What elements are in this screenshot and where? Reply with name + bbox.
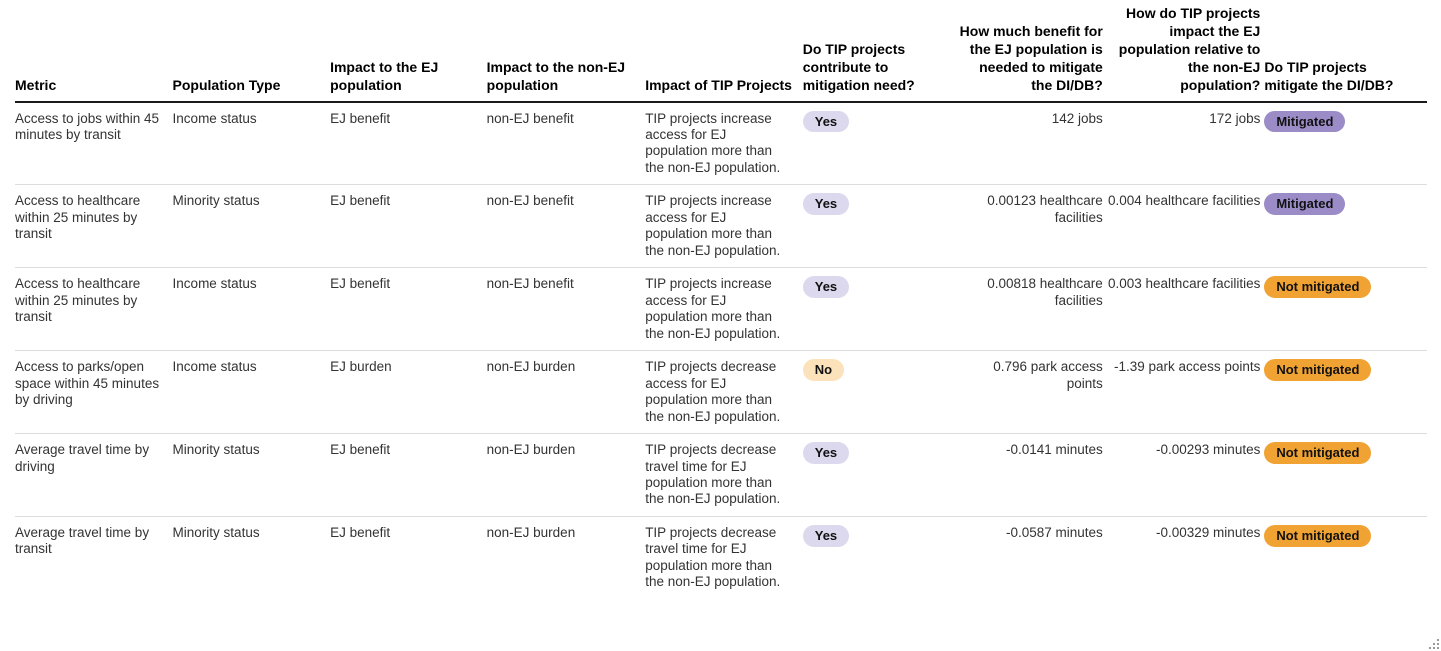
- contributes-badge: Yes: [802, 442, 850, 464]
- mitigation-cell: Mitigated: [1264, 101, 1427, 186]
- mitigation-badge: Not mitigated: [1264, 442, 1372, 464]
- population-type-cell: Minority status: [172, 184, 331, 269]
- col-header-ej-impact[interactable]: Impact to the EJ population: [330, 5, 487, 103]
- table-row[interactable]: Access to healthcare within 25 minutes b…: [15, 267, 1427, 352]
- benefit-needed-cell: -0.0587 minutes: [1005, 524, 1103, 540]
- relative-impact-cell: -0.00293 minutes: [1106, 433, 1265, 517]
- table-row[interactable]: Average travel time by driving Minority …: [15, 433, 1427, 517]
- metric-cell: Access to jobs within 45 minutes by tran…: [15, 101, 173, 186]
- metric-cell: Access to parks/open space within 45 min…: [15, 350, 173, 435]
- contributes-badge: Yes: [802, 276, 850, 298]
- mitigation-badge: Not mitigated: [1264, 359, 1372, 381]
- tip-impact-cell: TIP projects increase access for EJ popu…: [645, 267, 803, 352]
- contributes-cell: Yes: [802, 433, 959, 517]
- mitigation-cell: Not mitigated: [1264, 350, 1427, 435]
- contributes-badge: No: [802, 359, 845, 381]
- metric-cell: Access to healthcare within 25 minutes b…: [15, 267, 173, 352]
- ej-impact-cell: EJ burden: [330, 350, 487, 435]
- table-header: Metric Population Type Impact to the EJ …: [15, 5, 1427, 103]
- non-ej-impact-cell: non-EJ burden: [486, 524, 576, 540]
- mitigation-cell: Not mitigated: [1264, 516, 1427, 598]
- non-ej-impact-cell: non-EJ benefit: [486, 101, 646, 186]
- non-ej-impact-cell: non-EJ burden: [486, 433, 646, 517]
- ej-impact-cell: EJ benefit: [330, 524, 391, 540]
- col-header-contributes[interactable]: Do TIP projects contribute to mitigation…: [802, 5, 959, 103]
- contributes-cell: No: [802, 350, 959, 435]
- col-header-benefit-needed[interactable]: How much benefit for the EJ population i…: [958, 5, 1107, 103]
- resize-grip[interactable]: [1426, 636, 1439, 649]
- mitigation-badge: Not mitigated: [1264, 276, 1372, 298]
- contributes-cell: Yes: [802, 516, 959, 598]
- metric-cell: Average travel time by driving: [15, 433, 173, 517]
- col-header-relative-impact[interactable]: How do TIP projects impact the EJ popula…: [1106, 5, 1265, 103]
- population-type-cell: Minority status: [172, 433, 331, 517]
- ej-impact-cell: EJ benefit: [330, 267, 487, 352]
- col-header-mitigation[interactable]: Do TIP projects mitigate the DI/DB?: [1264, 5, 1427, 103]
- tip-impact-cell: TIP projects increase access for EJ popu…: [645, 184, 803, 269]
- mitigation-cell: Not mitigated: [1264, 267, 1427, 352]
- benefit-needed-cell: 142 jobs: [958, 101, 1107, 186]
- metric-cell: Average travel time by transit: [15, 524, 150, 557]
- benefit-needed-cell: 0.796 park access points: [958, 350, 1107, 435]
- tip-impact-cell: TIP projects decrease travel time for EJ…: [645, 433, 803, 517]
- relative-impact-cell: 0.004 healthcare facilities: [1106, 184, 1265, 269]
- mitigation-badge: Mitigated: [1264, 193, 1346, 215]
- tip-impact-cell: TIP projects decrease access for EJ popu…: [645, 350, 803, 435]
- contributes-badge: Yes: [802, 524, 850, 547]
- population-type-cell: Minority status: [172, 524, 260, 540]
- population-type-cell: Income status: [172, 350, 331, 435]
- metric-cell: Access to healthcare within 25 minutes b…: [15, 184, 173, 269]
- relative-impact-cell: -1.39 park access points: [1106, 350, 1265, 435]
- ej-impact-cell: EJ benefit: [330, 101, 487, 186]
- benefit-needed-cell: 0.00818 healthcare facilities: [958, 267, 1107, 352]
- table-row[interactable]: Access to parks/open space within 45 min…: [15, 350, 1427, 435]
- mitigation-badge: Mitigated: [1264, 110, 1346, 133]
- col-header-metric[interactable]: Metric: [15, 5, 173, 103]
- ej-impact-cell: EJ benefit: [330, 184, 487, 269]
- benefit-needed-cell: 0.00123 healthcare facilities: [958, 184, 1107, 269]
- relative-impact-cell: -0.00329 minutes: [1156, 524, 1261, 540]
- ej-impact-cell: EJ benefit: [330, 433, 487, 517]
- non-ej-impact-cell: non-EJ benefit: [486, 267, 646, 352]
- mitigation-cell: Not mitigated: [1264, 433, 1427, 517]
- ej-analysis-table: Metric Population Type Impact to the EJ …: [15, 5, 1427, 599]
- table-row[interactable]: Average travel time by transit Minority …: [15, 516, 1427, 598]
- col-header-non-ej-impact[interactable]: Impact to the non-EJ population: [486, 5, 646, 103]
- population-type-cell: Income status: [172, 267, 331, 352]
- contributes-cell: Yes: [802, 267, 959, 352]
- relative-impact-cell: 0.003 healthcare facilities: [1106, 267, 1265, 352]
- non-ej-impact-cell: non-EJ burden: [486, 350, 646, 435]
- table-body: Access to jobs within 45 minutes by tran…: [15, 101, 1427, 599]
- table-row[interactable]: Access to jobs within 45 minutes by tran…: [15, 101, 1427, 186]
- contributes-cell: Yes: [802, 101, 959, 186]
- benefit-needed-cell: -0.0141 minutes: [958, 433, 1107, 517]
- mitigation-badge: Not mitigated: [1264, 524, 1372, 547]
- col-header-tip-impact[interactable]: Impact of TIP Projects: [645, 5, 803, 103]
- mitigation-cell: Mitigated: [1264, 184, 1427, 269]
- population-type-cell: Income status: [172, 101, 331, 186]
- non-ej-impact-cell: non-EJ benefit: [486, 184, 646, 269]
- relative-impact-cell: 172 jobs: [1106, 101, 1265, 186]
- col-header-population-type[interactable]: Population Type: [172, 5, 331, 103]
- contributes-badge: Yes: [802, 193, 850, 215]
- contributes-cell: Yes: [802, 184, 959, 269]
- contributes-badge: Yes: [802, 110, 850, 133]
- table-row[interactable]: Access to healthcare within 25 minutes b…: [15, 184, 1427, 269]
- tip-impact-cell: TIP projects increase access for EJ popu…: [645, 101, 803, 186]
- tip-impact-cell: TIP projects decrease travel time for EJ…: [645, 524, 781, 590]
